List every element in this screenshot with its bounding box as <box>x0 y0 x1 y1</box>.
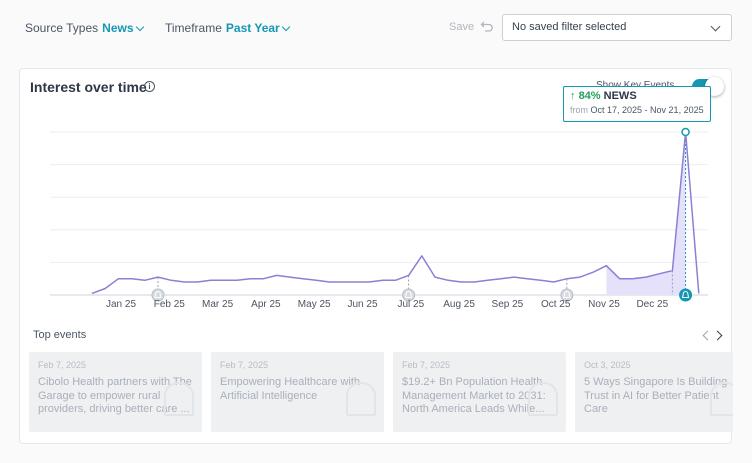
bell-glyph-icon <box>563 291 571 298</box>
bell-glyph-icon <box>681 291 690 298</box>
event-date: Feb 7, 2025 <box>402 360 451 370</box>
event-card[interactable]: Feb 7, 2025 Empowering Healthcare with A… <box>211 352 384 432</box>
chevron-down-icon[interactable] <box>281 22 290 31</box>
tooltip-from: from <box>570 105 588 115</box>
timeframe-value[interactable]: Past Year <box>225 21 280 35</box>
source-types-filter[interactable]: Source Types News <box>25 21 144 35</box>
top-events-list: Feb 7, 2025 Cibolo Health partners with … <box>29 352 733 432</box>
event-date: Feb 7, 2025 <box>38 360 87 370</box>
timeframe-filter[interactable]: Timeframe Past Year <box>165 21 290 35</box>
tooltip-percent: 84% <box>578 90 601 102</box>
event-title[interactable]: 5 Ways Singapore Is Building Trust in AI… <box>584 376 728 415</box>
undo-icon[interactable] <box>480 19 494 33</box>
event-card[interactable]: Feb 7, 2025 $19.2+ Bn Population Health … <box>393 352 566 432</box>
chart-tooltip: ↑ 84% NEWS from Oct 17, 2025 - Nov 21, 2… <box>563 86 711 122</box>
top-events-heading: Top events <box>33 329 87 341</box>
show-key-events-label: Show Key Events <box>596 80 674 91</box>
x-tick-label: Mar 25 <box>202 299 234 310</box>
tooltip-range: Oct 17, 2025 - Nov 21, 2025 <box>590 105 704 115</box>
tooltip-arrow: ↑ <box>570 90 576 102</box>
bell-glyph-icon <box>404 291 413 298</box>
x-tick-label: Oct 25 <box>541 299 571 310</box>
peak-point <box>681 127 690 137</box>
info-icon[interactable]: i <box>144 81 155 92</box>
saved-filter-value: No saved filter selected <box>512 21 627 33</box>
timeframe-label: Timeframe <box>165 21 222 35</box>
bell-icon <box>710 382 733 416</box>
event-date: Oct 3, 2025 <box>584 360 631 370</box>
card-title: Interest over time <box>30 79 147 95</box>
bell-icon <box>346 382 376 416</box>
save-button[interactable]: Save <box>449 21 475 33</box>
interest-line-chart: Jan 25 Feb 25 Mar 25 Apr 25 May 25 Jun 25 Jul … <box>50 127 708 310</box>
bell-icon <box>164 382 194 416</box>
event-title[interactable]: $19.2+ Bn Population Health Management M… <box>402 376 546 415</box>
x-tick-label: Nov 25 <box>588 299 620 310</box>
bell-icon <box>679 288 693 302</box>
filter-bar: Source Types News Timeframe Past Year Sa… <box>0 0 752 60</box>
bell-glyph-icon <box>154 291 162 298</box>
bell-icon <box>528 382 558 416</box>
source-types-value[interactable]: News <box>102 21 134 35</box>
chevron-down-icon[interactable] <box>135 22 144 31</box>
event-date: Feb 7, 2025 <box>220 360 269 370</box>
series-line <box>91 131 700 295</box>
saved-filter-select[interactable]: No saved filter selected <box>502 14 732 41</box>
x-tick-label: Jul 25 <box>397 299 424 310</box>
x-tick-label: Jan 25 <box>106 299 136 310</box>
event-card[interactable]: Oct 3, 2025 5 Ways Singapore Is Building… <box>575 352 733 432</box>
highlight-area <box>606 132 686 295</box>
x-tick-label: May 25 <box>298 299 331 310</box>
chevron-down-icon <box>710 21 721 32</box>
event-title[interactable]: Empowering Healthcare with Artificial In… <box>220 376 361 402</box>
event-title[interactable]: Cibolo Health partners with The Garage t… <box>38 376 192 415</box>
source-types-label: Source Types <box>25 21 99 35</box>
x-tick-label: Jun 25 <box>347 299 377 310</box>
x-tick-label: Sep 25 <box>492 299 524 310</box>
x-tick-label: Apr 25 <box>251 299 281 310</box>
interest-over-time-card: Interest over time i Show Key Events Jan… <box>19 68 733 444</box>
x-tick-label: Aug 25 <box>443 299 475 310</box>
tooltip-label: NEWS <box>603 90 637 102</box>
event-card[interactable]: Feb 7, 2025 Cibolo Health partners with … <box>29 352 202 432</box>
x-tick-label: Dec 25 <box>636 299 668 310</box>
previous-arrow-icon[interactable] <box>702 330 713 341</box>
next-arrow-icon[interactable] <box>712 330 723 341</box>
x-tick-label: Feb 25 <box>154 299 186 310</box>
